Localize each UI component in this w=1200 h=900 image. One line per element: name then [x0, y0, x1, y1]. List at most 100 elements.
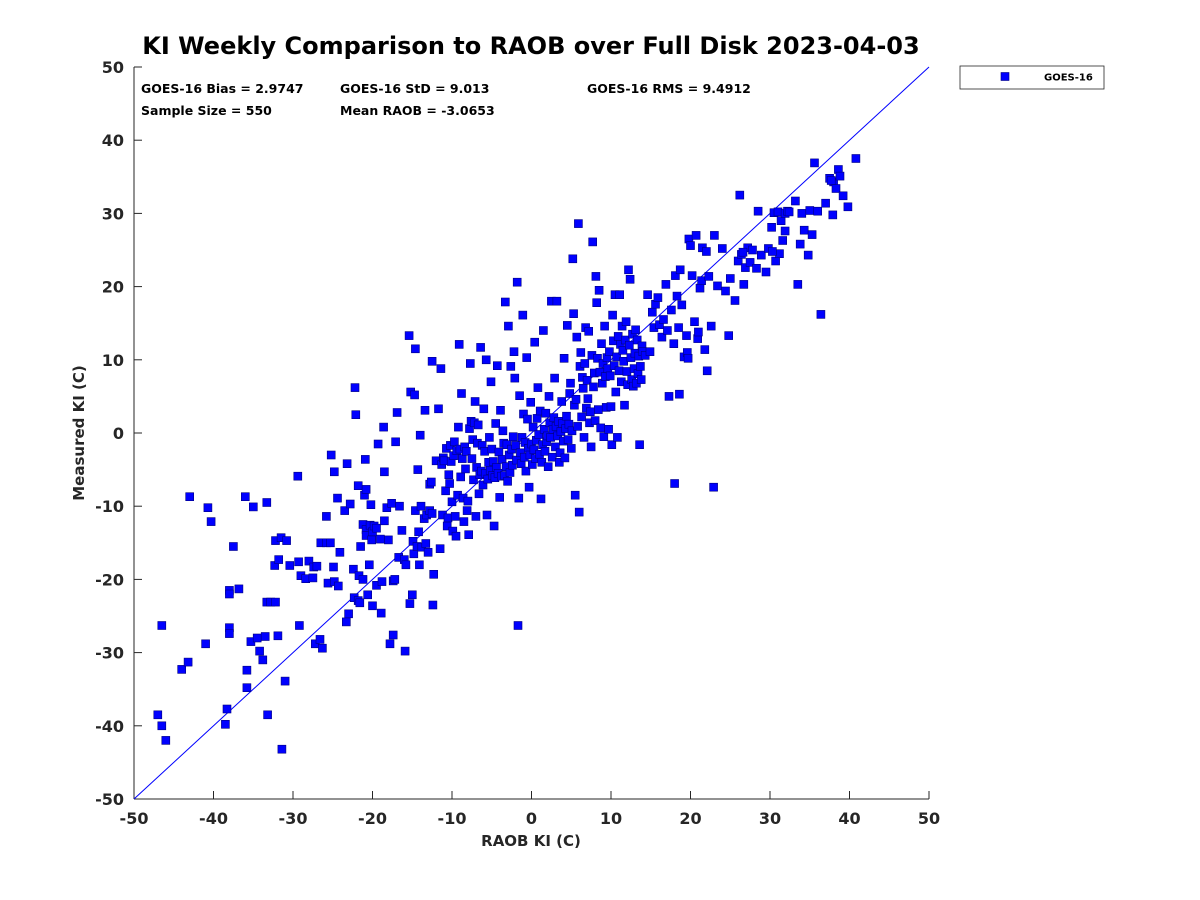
data-point — [387, 498, 396, 508]
data-point — [780, 226, 790, 236]
data-point — [421, 539, 431, 548]
data-point — [702, 366, 712, 376]
data-point — [301, 574, 311, 584]
data-point — [591, 272, 601, 281]
data-point — [562, 321, 572, 330]
data-point — [613, 433, 622, 442]
data-point — [810, 158, 819, 168]
y-tick-label: 20 — [102, 278, 124, 297]
data-point — [571, 394, 581, 404]
data-point — [498, 426, 508, 436]
data-point — [577, 412, 586, 422]
data-point — [271, 597, 280, 607]
data-point — [567, 426, 577, 436]
data-point — [753, 206, 763, 216]
data-point — [797, 209, 807, 218]
data-point — [400, 646, 410, 656]
data-point — [451, 531, 461, 541]
data-point — [367, 535, 377, 545]
data-point — [384, 535, 393, 545]
data-point — [599, 432, 609, 442]
data-point — [471, 512, 481, 521]
data-point — [411, 344, 420, 354]
data-point — [341, 617, 351, 627]
data-point — [177, 665, 186, 674]
data-point — [607, 440, 617, 450]
data-point — [491, 419, 501, 428]
data-point — [405, 599, 415, 608]
data-point — [710, 231, 719, 240]
data-point — [717, 244, 727, 253]
data-point — [597, 339, 606, 349]
x-tick-label: 20 — [679, 809, 701, 828]
y-tick-label: -40 — [95, 717, 124, 736]
data-point — [234, 584, 244, 594]
data-point — [345, 499, 355, 509]
data-point — [588, 237, 598, 247]
data-point — [554, 457, 564, 467]
data-point — [550, 373, 559, 383]
data-point — [428, 600, 438, 610]
data-point — [478, 480, 488, 490]
data-point — [709, 482, 718, 492]
data-point — [364, 560, 374, 570]
data-point — [828, 210, 838, 220]
data-point — [373, 439, 383, 449]
data-point — [183, 657, 193, 667]
data-point — [161, 736, 171, 745]
data-point — [225, 589, 234, 599]
data-point — [457, 389, 466, 398]
data-point — [559, 353, 569, 363]
data-point — [604, 424, 613, 434]
data-point — [608, 310, 617, 320]
y-axis-ticks: -50 -40 -30 -20 -10 0 10 20 30 40 50 — [95, 58, 142, 809]
data-point — [835, 171, 845, 181]
data-point — [315, 635, 325, 644]
y-tick-label: 50 — [102, 58, 124, 77]
data-point — [624, 340, 634, 350]
data-point — [704, 272, 714, 281]
reference-line-y-equals-x — [133, 66, 930, 800]
data-point — [470, 397, 480, 406]
data-point — [459, 517, 469, 526]
data-point — [541, 408, 551, 418]
data-point — [335, 547, 345, 557]
data-point — [489, 521, 499, 531]
data-point — [464, 530, 474, 540]
data-point — [293, 471, 303, 481]
data-point — [512, 277, 522, 287]
data-point — [700, 345, 710, 354]
data-point — [395, 501, 404, 511]
data-point — [282, 536, 291, 545]
data-point — [576, 348, 586, 357]
data-point — [510, 373, 520, 383]
data-point — [544, 392, 554, 401]
data-point — [669, 339, 679, 349]
data-point — [426, 477, 436, 487]
data-point — [274, 555, 284, 564]
data-point — [427, 509, 437, 518]
data-point — [647, 307, 657, 317]
data-point — [329, 562, 338, 572]
data-point — [480, 446, 489, 456]
data-point — [447, 497, 457, 507]
legend-marker — [1000, 72, 1010, 81]
data-point — [392, 408, 402, 417]
x-axis-ticks: -50 -40 -30 -20 -10 0 10 20 30 40 50 — [120, 791, 940, 828]
data-point — [612, 352, 621, 362]
data-point — [445, 479, 454, 488]
data-point — [611, 387, 621, 397]
y-tick-label: 40 — [102, 131, 124, 150]
data-point — [504, 321, 513, 331]
data-point — [585, 407, 595, 417]
data-point — [620, 400, 629, 410]
data-point — [745, 258, 755, 267]
data-point — [584, 326, 594, 336]
data-point — [574, 219, 583, 228]
data-point — [435, 544, 445, 554]
data-point — [618, 345, 628, 355]
data-point — [582, 375, 592, 385]
data-point — [605, 371, 615, 381]
data-point — [351, 410, 361, 420]
series-goes-16-points — [153, 154, 861, 754]
